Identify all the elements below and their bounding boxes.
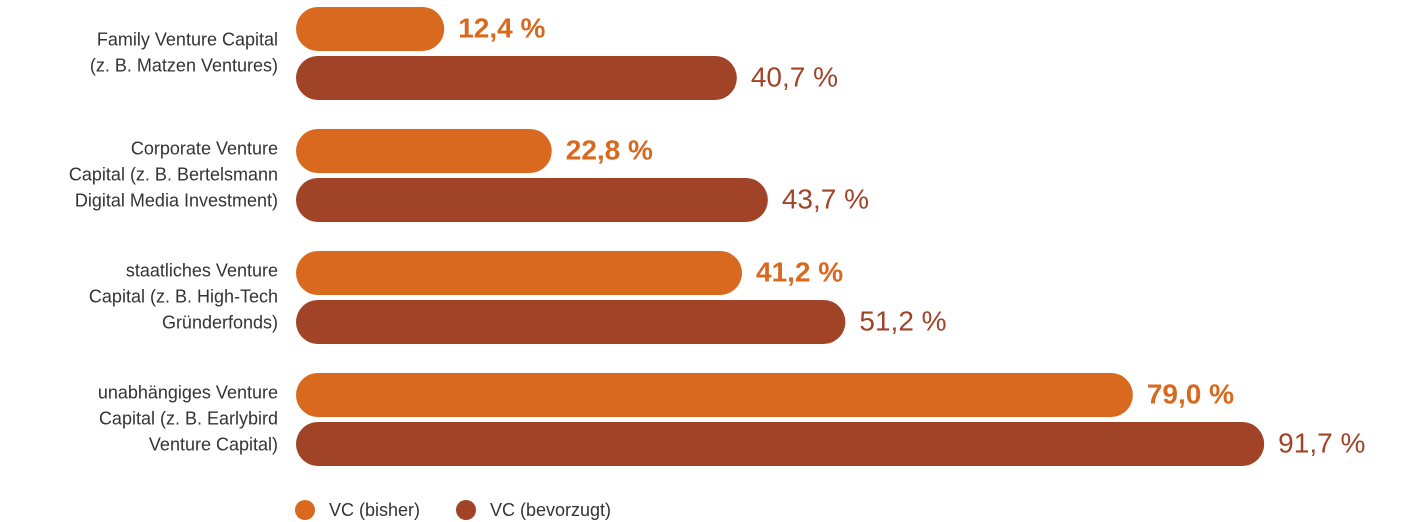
- value-label: 79,0 %: [1147, 378, 1234, 409]
- category-label: Family Venture Capital: [97, 29, 278, 49]
- bar: [296, 300, 846, 344]
- category-label: staatliches Venture: [126, 260, 278, 280]
- category-label: Digital Media Investment): [75, 190, 278, 210]
- category-label: Capital (z. B. High-Tech: [89, 286, 278, 306]
- category-label: Capital (z. B. Bertelsmann: [69, 164, 278, 184]
- category-label: Capital (z. B. Earlybird: [99, 408, 278, 428]
- legend-swatch: [456, 500, 476, 520]
- value-label: 41,2 %: [756, 256, 843, 287]
- category-label: Corporate Venture: [131, 138, 278, 158]
- value-label: 12,4 %: [458, 12, 545, 43]
- bar: [296, 178, 768, 222]
- legend-label: VC (bisher): [329, 500, 420, 520]
- bar: [296, 251, 743, 295]
- category-label: Venture Capital): [149, 434, 278, 454]
- legend-swatch: [295, 500, 315, 520]
- bar: [296, 56, 737, 100]
- category-label: Gründerfonds): [162, 312, 278, 332]
- value-label: 51,2 %: [859, 305, 946, 336]
- bar: [296, 422, 1265, 466]
- bar: [296, 7, 445, 51]
- value-label: 22,8 %: [566, 134, 653, 165]
- category-label: (z. B. Matzen Ventures): [90, 55, 278, 75]
- legend-label: VC (bevorzugt): [490, 500, 611, 520]
- bar: [296, 129, 552, 173]
- value-label: 43,7 %: [782, 183, 869, 214]
- category-label: unabhängiges Venture: [98, 382, 278, 402]
- value-label: 40,7 %: [751, 61, 838, 92]
- bar: [296, 373, 1133, 417]
- value-label: 91,7 %: [1278, 427, 1365, 458]
